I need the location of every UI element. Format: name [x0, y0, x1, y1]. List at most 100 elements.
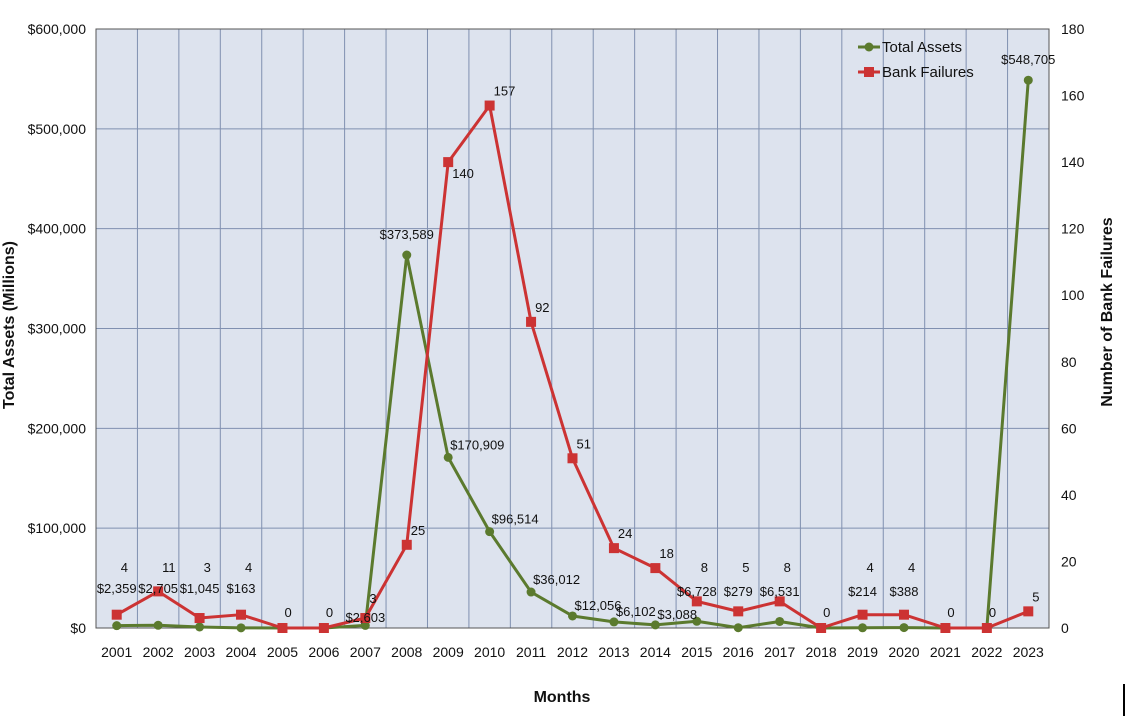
- x-tick-label: 2019: [847, 644, 878, 660]
- x-tick-label: 2018: [806, 644, 837, 660]
- point-bank-failures: [111, 609, 122, 620]
- legend-item-total-assets: Total Assets: [858, 39, 962, 56]
- data-label-total-assets: $2,359: [97, 581, 137, 596]
- x-tick-label: 2013: [598, 644, 629, 660]
- point-total-assets: [775, 616, 785, 626]
- x-tick-label: 2002: [143, 644, 174, 660]
- point-bank-failures: [153, 586, 164, 597]
- x-tick-label: 2017: [764, 644, 795, 660]
- point-bank-failures: [277, 623, 288, 633]
- data-label-bank-failures: 0: [989, 605, 996, 620]
- x-tick-label: 2006: [308, 644, 339, 660]
- x-tick-label: 2003: [184, 644, 215, 660]
- point-total-assets: [485, 527, 495, 537]
- data-label-total-assets: $96,514: [492, 512, 539, 527]
- point-bank-failures: [650, 563, 661, 574]
- data-label-bank-failures: 8: [784, 560, 791, 575]
- point-bank-failures: [940, 623, 951, 633]
- point-total-assets: [733, 623, 743, 633]
- y2-tick-label: 120: [1061, 221, 1085, 237]
- data-label-total-assets: $12,056: [575, 598, 622, 613]
- data-label-total-assets: $2,603: [345, 610, 385, 625]
- point-total-assets: [568, 611, 577, 621]
- legend-label-bank-failures: Bank Failures: [882, 64, 974, 81]
- x-tick-label: 2005: [267, 644, 298, 660]
- point-total-assets: [443, 452, 453, 462]
- y2-axis-title: Number of Bank Failures: [1099, 217, 1116, 406]
- point-bank-failures: [1023, 606, 1034, 617]
- x-tick-label: 2011: [516, 644, 546, 660]
- data-label-bank-failures: 18: [659, 546, 673, 561]
- y-tick-label: $400,000: [28, 221, 87, 237]
- point-total-assets: [360, 620, 370, 630]
- data-label-bank-failures: 5: [742, 560, 749, 575]
- data-label-bank-failures: 4: [245, 560, 252, 575]
- data-label-total-assets: $36,012: [533, 572, 580, 587]
- x-tick-label: 2020: [888, 644, 919, 660]
- point-total-assets: [692, 616, 702, 626]
- data-label-bank-failures: 0: [823, 605, 830, 620]
- point-bank-failures: [236, 609, 247, 620]
- data-label-total-assets: $6,531: [760, 584, 800, 599]
- y2-tick-label: 180: [1061, 21, 1085, 37]
- y-axis-ticks: $0 $100,000 $200,000 $300,000 $400,000 $500,0…: [28, 21, 87, 636]
- x-tick-label: 2015: [681, 644, 712, 660]
- y2-axis-ticks: 0 20 40 60 80 100 120 140 160 180: [1061, 21, 1085, 636]
- y-tick-label: $200,000: [28, 420, 87, 436]
- data-label-bank-failures: 3: [204, 560, 211, 575]
- point-bank-failures: [194, 613, 205, 624]
- point-total-assets: [650, 620, 660, 630]
- data-label-total-assets: $6,102: [616, 604, 656, 619]
- y2-tick-label: 80: [1061, 354, 1077, 370]
- point-bank-failures: [360, 613, 371, 624]
- point-bank-failures: [484, 100, 495, 111]
- x-tick-label: 2010: [474, 644, 505, 660]
- point-total-assets: [858, 623, 868, 633]
- data-label-total-assets: $6,728: [677, 584, 717, 599]
- data-label-bank-failures: 4: [908, 560, 915, 575]
- point-total-assets: [236, 623, 246, 633]
- x-tick-label: 2022: [971, 644, 1002, 660]
- x-axis-ticks: 2001 2002 2003 2004 2005 2006 2007 2008 2009 2010…: [101, 644, 1044, 660]
- data-label-bank-failures: 92: [535, 300, 549, 315]
- x-tick-label: 2008: [391, 644, 422, 660]
- y-tick-label: $100,000: [28, 520, 87, 536]
- point-bank-failures: [898, 609, 909, 620]
- x-tick-label: 2009: [433, 644, 464, 660]
- data-label-bank-failures: 4: [867, 560, 874, 575]
- grid: [95, 28, 1050, 629]
- y2-tick-label: 60: [1061, 420, 1077, 436]
- point-total-assets: [112, 621, 122, 631]
- y-tick-label: $300,000: [28, 321, 87, 337]
- data-label-bank-failures: 24: [618, 526, 632, 541]
- text-cursor: [1123, 684, 1125, 716]
- data-label-bank-failures: 51: [577, 436, 591, 451]
- data-label-bank-failures: 3: [369, 591, 376, 606]
- point-bank-failures: [691, 596, 702, 607]
- point-total-assets: [195, 622, 205, 632]
- x-axis-title: Months: [534, 689, 591, 706]
- point-total-assets: [609, 617, 619, 627]
- data-label-total-assets: $2,705: [138, 581, 178, 596]
- point-bank-failures: [401, 539, 412, 550]
- point-total-assets: [1023, 75, 1033, 85]
- point-bank-failures: [857, 609, 868, 620]
- point-bank-failures: [526, 316, 537, 327]
- plot-border: [95, 28, 1050, 629]
- data-label-total-assets: $214: [848, 584, 877, 599]
- point-bank-failures: [981, 623, 992, 633]
- point-bank-failures: [774, 596, 785, 607]
- x-tick-label: 2012: [557, 644, 588, 660]
- y-tick-label: $500,000: [28, 121, 87, 137]
- data-label-total-assets: $279: [724, 584, 753, 599]
- point-bank-failures: [816, 623, 827, 633]
- legend-label-total-assets: Total Assets: [882, 39, 962, 56]
- data-label-bank-failures: 4: [121, 560, 128, 575]
- x-tick-label: 2023: [1013, 644, 1044, 660]
- x-tick-label: 2016: [723, 644, 754, 660]
- point-total-assets: [402, 250, 412, 260]
- data-label-bank-failures: 140: [452, 166, 474, 181]
- x-tick-label: 2007: [350, 644, 381, 660]
- data-label-bank-failures: 0: [947, 605, 954, 620]
- data-labels: $2,359 $2,705 $1,045 $163 $2,603 $373,589 $170…: [97, 52, 1056, 625]
